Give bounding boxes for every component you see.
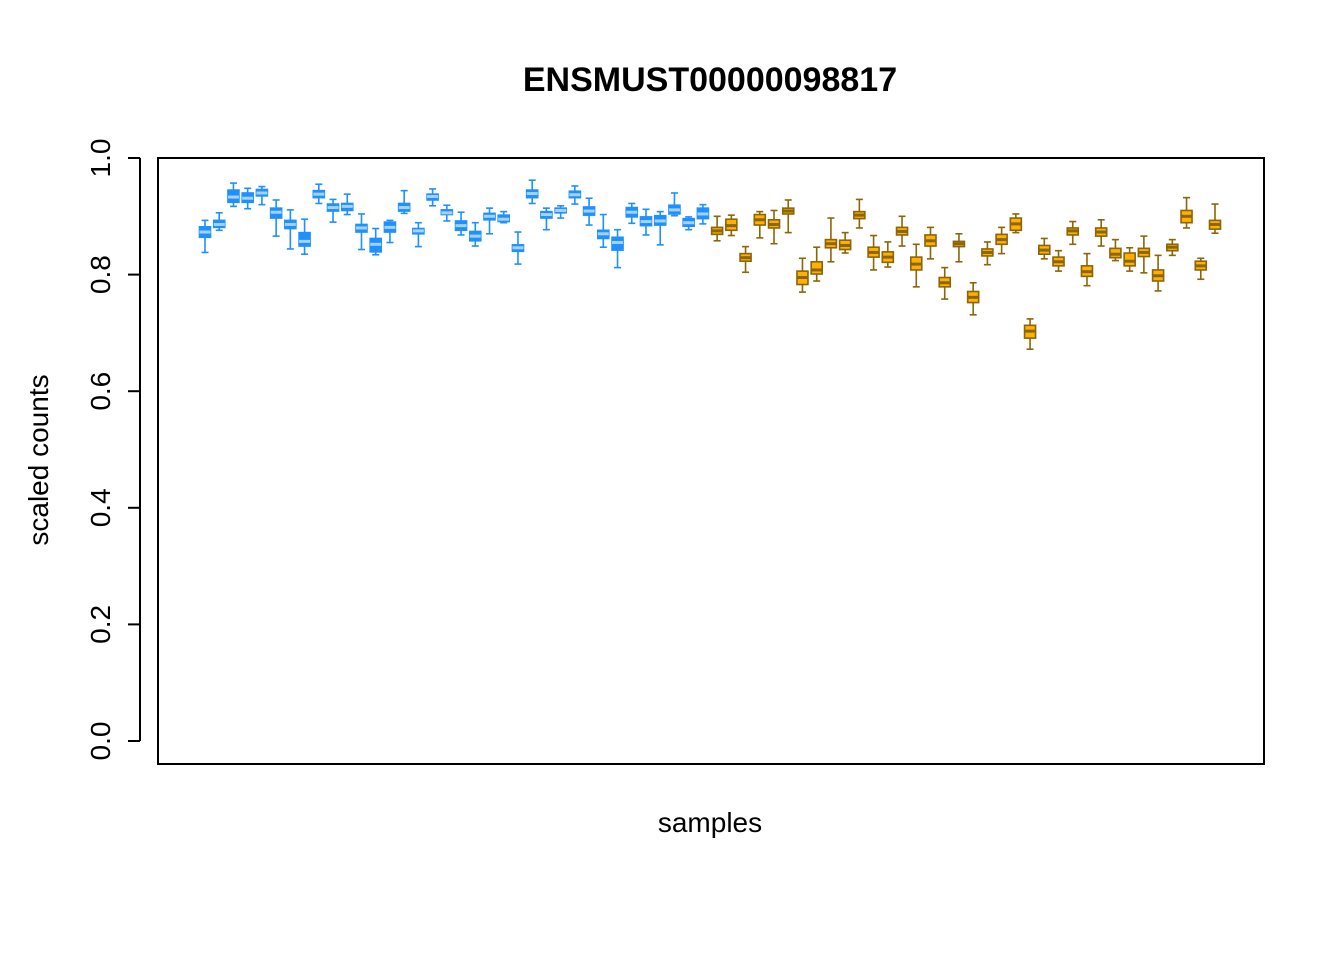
box-a-19 [454, 211, 468, 236]
box-b-55 [966, 281, 980, 316]
box-a-4 [241, 187, 254, 210]
box-b-52 [924, 226, 937, 260]
box-a-13 [369, 227, 383, 256]
box-a-20 [468, 221, 482, 247]
box-b-48 [867, 234, 880, 271]
box-a-1 [198, 219, 212, 254]
box-b-56 [981, 241, 994, 266]
box-a-25 [540, 207, 553, 231]
box-a-5 [255, 185, 269, 206]
box-b-72 [1208, 203, 1222, 235]
box-b-62 [1066, 220, 1080, 246]
iqr-box [298, 231, 311, 247]
box-b-47 [853, 198, 866, 229]
box-b-51 [909, 243, 923, 288]
box-a-9 [312, 183, 326, 205]
box-b-45 [824, 217, 838, 263]
box-b-44 [810, 246, 823, 282]
y-axis-label: scaled counts [23, 374, 54, 545]
box-a-31 [625, 202, 639, 225]
box-a-27 [568, 185, 582, 205]
box-a-26 [554, 205, 567, 219]
box-a-15 [397, 189, 411, 215]
box-a-7 [284, 209, 297, 250]
box-b-68 [1151, 254, 1165, 292]
box-b-53 [938, 266, 952, 300]
box-a-14 [383, 219, 397, 244]
y-tick-label: 0.6 [85, 372, 116, 411]
box-b-69 [1166, 238, 1179, 257]
x-axis-label: samples [658, 807, 762, 838]
box-a-24 [525, 179, 539, 205]
box-b-58 [1009, 213, 1023, 234]
box-a-2 [212, 212, 226, 232]
box-b-37 [710, 215, 724, 242]
box-b-67 [1137, 235, 1151, 274]
box-a-6 [269, 199, 283, 237]
box-a-10 [326, 198, 340, 223]
box-a-30 [611, 228, 624, 269]
box-b-46 [838, 231, 852, 254]
y-axis: 0.0 0.2 0.4 0.6 0.8 1.0 [85, 139, 141, 761]
box-a-35 [682, 216, 695, 231]
box-a-11 [340, 193, 354, 216]
box-a-3 [227, 182, 240, 208]
box-a-36 [696, 203, 710, 225]
box-a-32 [639, 208, 653, 236]
box-b-64 [1094, 218, 1108, 247]
box-b-54 [952, 232, 966, 263]
box-a-8 [298, 218, 311, 255]
box-b-71 [1194, 257, 1208, 281]
box-b-61 [1052, 249, 1065, 272]
box-b-38 [725, 214, 738, 237]
box-a-16 [412, 221, 425, 248]
box-b-40 [753, 210, 767, 239]
box-a-34 [668, 192, 681, 217]
iqr-box [810, 260, 823, 275]
box-b-39 [739, 245, 752, 274]
box-a-33 [653, 210, 667, 246]
iqr-box [1123, 252, 1136, 267]
box-series [198, 179, 1222, 351]
box-b-60 [1037, 237, 1051, 260]
box-a-22 [497, 210, 511, 224]
box-a-17 [426, 188, 439, 207]
box-a-18 [440, 204, 454, 222]
y-tick-label: 1.0 [85, 139, 116, 178]
box-b-65 [1109, 238, 1122, 262]
box-a-28 [582, 197, 596, 226]
box-b-50 [895, 215, 909, 247]
box-b-57 [995, 226, 1008, 255]
plot-frame [157, 157, 1265, 765]
box-a-12 [355, 213, 368, 251]
box-b-66 [1123, 246, 1136, 272]
y-tick-label: 0.8 [85, 255, 116, 294]
box-b-43 [796, 257, 809, 293]
box-a-29 [597, 213, 610, 248]
box-b-49 [881, 241, 895, 268]
box-b-63 [1080, 252, 1094, 287]
y-tick-label: 0.4 [85, 488, 116, 527]
box-b-59 [1023, 318, 1037, 351]
y-tick-label: 0.0 [85, 722, 116, 761]
box-a-21 [483, 207, 496, 235]
box-b-41 [767, 209, 781, 245]
box-a-23 [511, 231, 525, 265]
box-b-70 [1180, 196, 1193, 229]
box-b-42 [781, 199, 795, 234]
chart-title: ENSMUST00000098817 [523, 61, 897, 99]
y-tick-label: 0.2 [85, 605, 116, 644]
